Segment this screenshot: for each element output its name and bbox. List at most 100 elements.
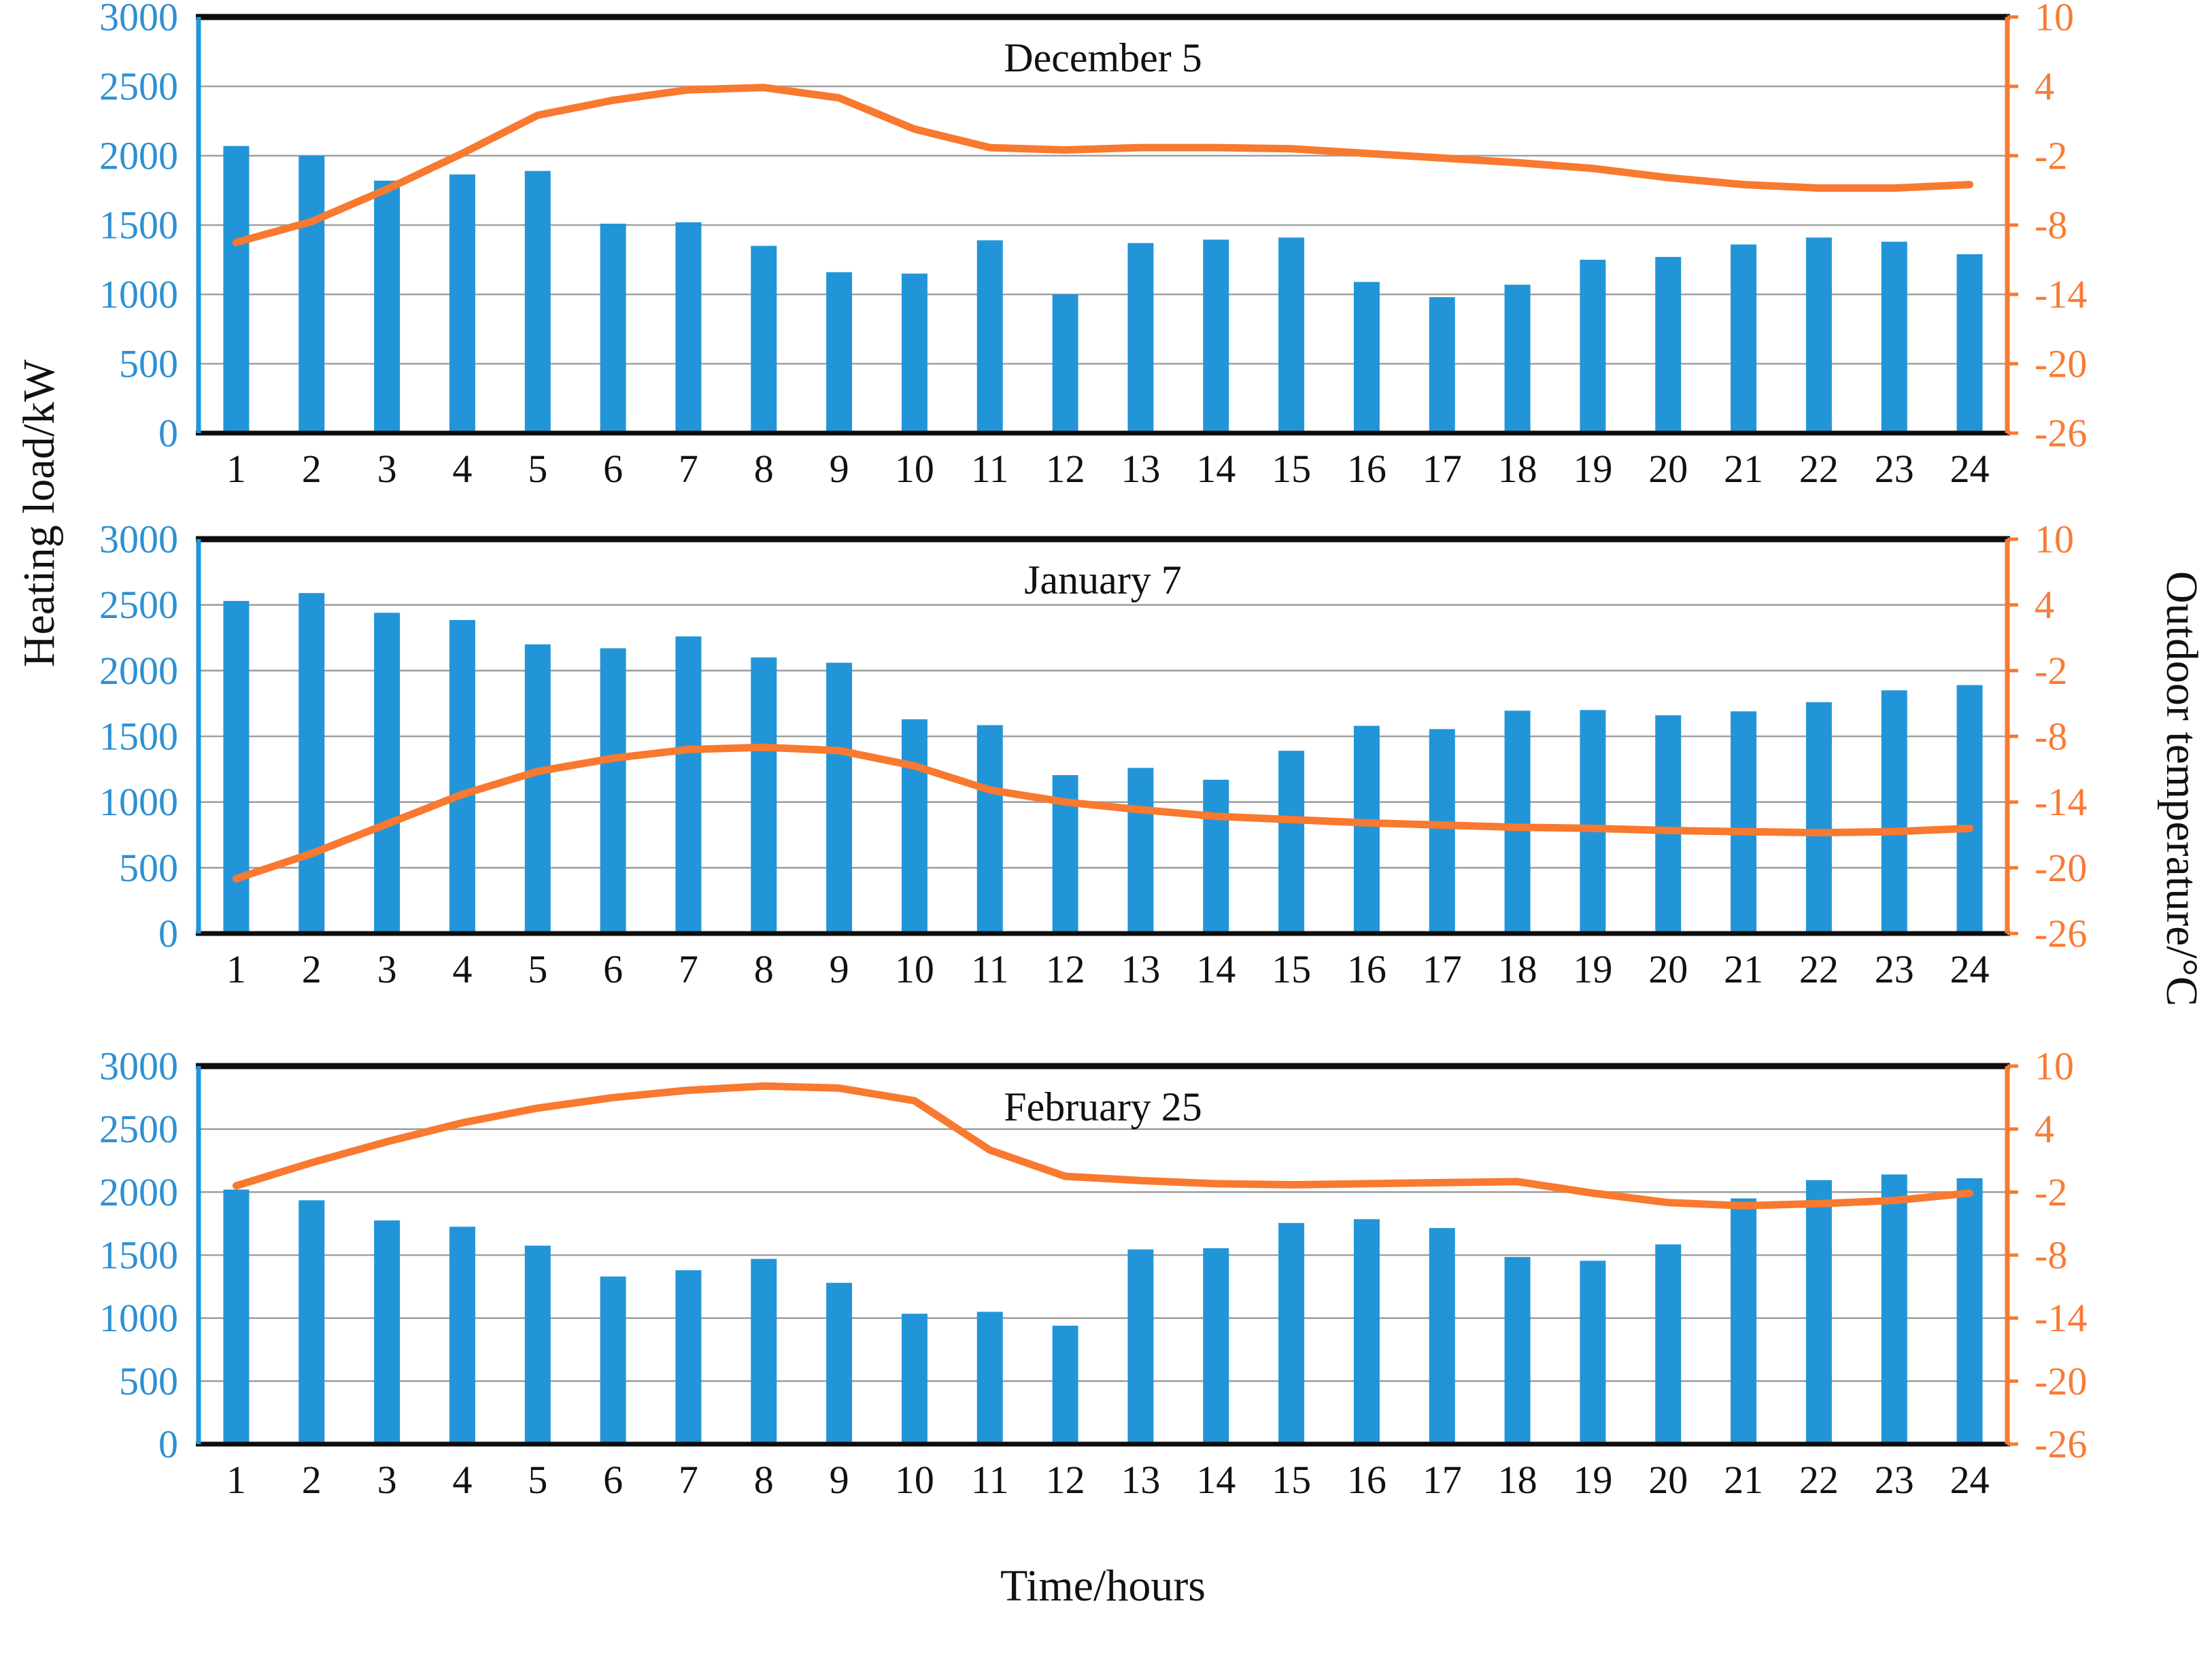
heating-load-bar-h12 [1052, 294, 1078, 433]
heating-load-bar-h3 [374, 1220, 401, 1444]
x-axis-tick-label: 10 [895, 947, 934, 991]
x-axis-tick-label: 17 [1423, 1458, 1462, 1502]
x-axis-tick-label: 15 [1272, 447, 1311, 491]
x-axis-tick-label: 18 [1498, 947, 1537, 991]
heating-load-bar-h9 [826, 662, 853, 934]
left-axis-tick-label: 3000 [99, 1044, 178, 1089]
left-axis-tick-label: 0 [158, 1422, 178, 1467]
x-axis-tick-label: 7 [679, 947, 698, 991]
right-axis-tick-label: -26 [2035, 1422, 2087, 1467]
x-axis-tick-label: 6 [603, 447, 623, 491]
x-axis-tick-label: 7 [679, 1458, 698, 1502]
left-axis-tick-label: 1000 [99, 273, 178, 317]
x-axis-tick-label: 18 [1498, 1458, 1537, 1502]
right-axis-tick-label: -14 [2035, 780, 2087, 824]
heating-load-bar-h13 [1127, 1249, 1154, 1444]
x-axis-tick-label: 15 [1272, 1458, 1311, 1502]
x-axis-tick-label: 17 [1423, 947, 1462, 991]
x-axis-tick-label: 19 [1573, 947, 1612, 991]
chart-title: December 5 [1004, 35, 1202, 80]
x-axis-title: Time/hours [1000, 1561, 1206, 1611]
heating-load-bar-h1 [223, 1189, 250, 1444]
heating-load-bar-h15 [1278, 1222, 1305, 1444]
chart-title: February 25 [1004, 1084, 1202, 1129]
heating-load-bar-h1 [223, 600, 250, 934]
right-axis-title: Outdoor temperature/°C [2157, 570, 2207, 1007]
left-axis-title: Heating load/kW [14, 359, 64, 668]
x-axis-tick-label: 4 [452, 447, 472, 491]
x-axis-tick-label: 1 [226, 1458, 246, 1502]
x-axis-tick-label: 17 [1423, 447, 1462, 491]
x-axis-tick-label: 12 [1046, 447, 1085, 491]
left-axis-tick-label: 2500 [99, 1107, 178, 1151]
heating-load-bar-h18 [1504, 1256, 1531, 1444]
right-axis-tick-label: 4 [2035, 583, 2054, 627]
x-axis-tick-label: 18 [1498, 447, 1537, 491]
right-axis-tick-label: -20 [2035, 342, 2087, 386]
heating-load-bar-h21 [1731, 1198, 1757, 1444]
x-axis-tick-label: 9 [830, 947, 849, 991]
left-axis-tick-label: 2500 [99, 65, 178, 109]
x-axis-tick-label: 24 [1950, 1458, 1990, 1502]
x-axis-tick-label: 10 [895, 447, 934, 491]
right-axis-tick-label: -14 [2035, 273, 2087, 317]
temperature-line [232, 1082, 1974, 1210]
x-axis-tick-label: 16 [1347, 447, 1386, 491]
x-axis-tick-label: 15 [1272, 947, 1311, 991]
left-axis-tick-label: 500 [119, 342, 178, 386]
right-axis-tick-label: -8 [2035, 715, 2067, 759]
x-axis-tick-label: 13 [1121, 1458, 1160, 1502]
x-axis-tick-label: 11 [971, 1458, 1009, 1502]
left-axis-tick-label: 2000 [99, 649, 178, 693]
x-axis-tick-label: 5 [528, 947, 547, 991]
heating-load-bar-h22 [1805, 702, 1832, 934]
heating-load-bar-h15 [1278, 237, 1305, 433]
x-axis-tick-label: 24 [1950, 947, 1990, 991]
x-axis-tick-label: 24 [1950, 447, 1990, 491]
heating-load-bar-h4 [449, 619, 475, 934]
heating-load-bar-h17 [1429, 729, 1455, 934]
heating-load-bar-h8 [751, 657, 777, 934]
left-axis-tick-label: 1500 [99, 715, 178, 759]
heating-load-bar-h8 [751, 245, 777, 433]
heating-load-bar-h9 [826, 1282, 853, 1444]
heating-load-bar-h3 [374, 613, 401, 934]
x-axis-tick-label: 12 [1046, 1458, 1085, 1502]
x-axis-tick-label: 11 [971, 447, 1009, 491]
x-axis-tick-label: 16 [1347, 947, 1386, 991]
x-axis-tick-label: 14 [1196, 947, 1236, 991]
x-axis-tick-label: 5 [528, 447, 547, 491]
left-axis-tick-label: 500 [119, 1359, 178, 1403]
heating-load-bar-h5 [524, 1246, 551, 1444]
x-axis-tick-label: 9 [830, 447, 849, 491]
heating-load-bar-h7 [675, 1270, 702, 1444]
right-axis-tick-label: 4 [2035, 65, 2054, 109]
heating-load-bar-h5 [524, 171, 551, 433]
heating-load-bar-h6 [600, 223, 626, 433]
heating-load-bar-h19 [1580, 710, 1606, 934]
right-axis-tick-label: -2 [2035, 649, 2067, 693]
x-axis-tick-label: 22 [1799, 447, 1839, 491]
x-axis-tick-label: 21 [1724, 947, 1763, 991]
heating-load-bar-h11 [976, 1312, 1003, 1444]
right-axis-tick-label: 10 [2035, 0, 2074, 39]
x-axis-tick-label: 14 [1196, 1458, 1236, 1502]
x-axis-tick-label: 8 [754, 447, 774, 491]
heating-load-bar-h13 [1127, 768, 1154, 934]
x-axis-tick-label: 2 [302, 447, 322, 491]
heating-load-bar-h20 [1655, 1244, 1682, 1444]
heating-load-bar-h21 [1731, 244, 1757, 433]
x-axis-tick-label: 3 [377, 947, 397, 991]
x-axis-tick-label: 6 [603, 947, 623, 991]
left-axis-tick-label: 2000 [99, 1170, 178, 1214]
heating-load-bar-h6 [600, 1276, 626, 1444]
left-axis-tick-label: 500 [119, 846, 178, 890]
x-axis-tick-label: 8 [754, 1458, 774, 1502]
left-axis-tick-label: 2500 [99, 583, 178, 627]
right-axis-tick-label: -20 [2035, 846, 2087, 890]
heating-load-bar-h4 [449, 174, 475, 433]
heating-load-bar-h10 [901, 1314, 928, 1444]
x-axis-tick-label: 16 [1347, 1458, 1386, 1502]
x-axis-tick-label: 22 [1799, 947, 1839, 991]
right-axis-tick-label: -20 [2035, 1359, 2087, 1403]
